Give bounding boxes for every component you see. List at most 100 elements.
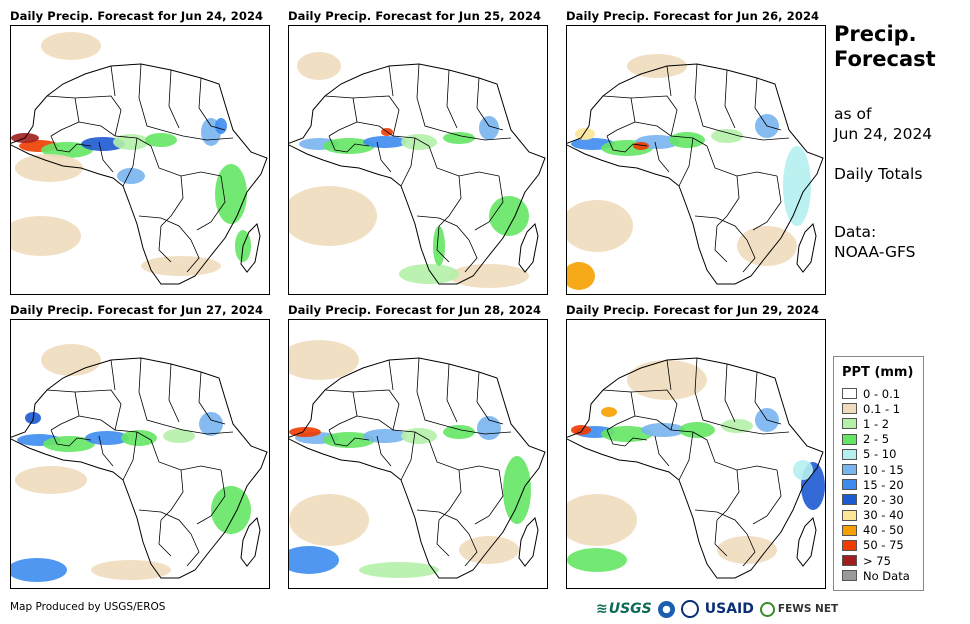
- africa-map: [567, 357, 825, 579]
- country-border: [160, 129, 234, 141]
- precip-area: [121, 430, 157, 446]
- madagascar-outline: [518, 223, 539, 273]
- precip-area: [443, 425, 475, 439]
- precip-area: [141, 256, 221, 276]
- country-border: [428, 439, 500, 471]
- precip-map: [566, 319, 826, 589]
- precip-area: [449, 264, 529, 288]
- country-border: [168, 363, 180, 423]
- country-border: [666, 359, 672, 391]
- daily-totals: Daily Totals: [834, 165, 923, 183]
- legend-item: 50 - 75: [842, 538, 923, 553]
- legend-label: No Data: [863, 568, 910, 583]
- country-border: [714, 225, 728, 263]
- precip-area: [41, 344, 101, 376]
- legend-label: 20 - 30: [863, 492, 904, 507]
- country-border: [428, 145, 500, 177]
- country-border: [388, 359, 394, 391]
- country-border: [150, 145, 222, 177]
- country-border: [352, 389, 400, 431]
- country-border: [438, 175, 462, 227]
- precip-area: [297, 52, 341, 80]
- fews-logo: FEWS NET: [759, 601, 838, 617]
- country-border: [376, 435, 392, 467]
- country-border: [168, 69, 180, 129]
- country-border: [98, 141, 114, 173]
- panel-title: Daily Precip. Forecast for Jun 25, 2024: [288, 9, 542, 23]
- country-border: [158, 225, 172, 263]
- precip-area: [793, 460, 813, 480]
- coastline: [289, 357, 546, 579]
- country-border: [196, 175, 226, 231]
- precip-area: [443, 132, 475, 144]
- country-border: [654, 141, 670, 173]
- country-border: [416, 509, 470, 535]
- legend-swatch: [842, 448, 857, 460]
- country-border: [694, 357, 718, 425]
- precip-area: [627, 54, 687, 78]
- legend-swatch: [842, 555, 857, 567]
- precip-area: [15, 466, 87, 494]
- precip-area: [215, 118, 227, 134]
- panel-title: Daily Precip. Forecast for Jun 27, 2024: [10, 303, 264, 317]
- country-border: [634, 121, 708, 147]
- country-border: [98, 435, 114, 467]
- country-border: [198, 77, 226, 131]
- legend-item: 2 - 5: [842, 432, 923, 447]
- country-border: [186, 533, 200, 567]
- usgs-wave-icon: ≋: [596, 601, 608, 617]
- legend-item: 40 - 50: [842, 523, 923, 538]
- madagascar-outline: [240, 223, 261, 273]
- precip-area: [145, 133, 177, 147]
- legend-label: 0.1 - 1: [863, 401, 901, 416]
- country-border: [436, 519, 450, 557]
- country-border: [464, 239, 478, 273]
- madagascar-outline: [240, 517, 261, 567]
- country-border: [694, 509, 748, 535]
- country-border: [356, 415, 430, 441]
- globe-icon: [759, 601, 775, 617]
- country-border: [328, 429, 370, 447]
- country-border: [74, 389, 122, 431]
- precip-area: [717, 536, 777, 564]
- precip-area: [289, 340, 359, 380]
- precip-area: [489, 196, 529, 236]
- panel-title: Daily Precip. Forecast for Jun 29, 2024: [566, 303, 820, 317]
- precip-area: [15, 154, 83, 182]
- precip-area: [627, 360, 707, 400]
- country-border: [138, 509, 192, 535]
- country-border: [716, 175, 740, 227]
- side-title-line1: Precip.: [834, 22, 917, 46]
- africa-map: [11, 32, 268, 285]
- legend-swatch: [842, 570, 857, 582]
- country-border: [46, 95, 80, 137]
- madagascar-outline: [796, 517, 817, 567]
- country-border: [464, 533, 478, 567]
- legend-swatch: [842, 388, 857, 400]
- country-border: [446, 363, 458, 423]
- precip-area: [479, 116, 499, 140]
- precip-map: [10, 25, 270, 295]
- country-border: [46, 389, 80, 431]
- country-border: [474, 175, 504, 231]
- precip-map: [288, 319, 548, 589]
- precip-area: [503, 456, 531, 524]
- country-border: [138, 357, 162, 425]
- panel-title: Daily Precip. Forecast for Jun 26, 2024: [566, 9, 820, 23]
- country-border: [716, 129, 790, 141]
- country-border: [694, 63, 718, 131]
- country-border: [606, 135, 648, 153]
- country-border: [400, 137, 416, 187]
- madagascar-outline: [796, 223, 817, 273]
- africa-map: [289, 340, 546, 579]
- country-border: [694, 215, 748, 241]
- precip-area: [571, 425, 591, 435]
- country-border: [602, 95, 636, 137]
- precip-area: [363, 429, 407, 443]
- country-border: [446, 69, 458, 129]
- country-border: [714, 519, 728, 557]
- legend-swatch: [842, 464, 857, 476]
- precip-area: [401, 134, 437, 150]
- precip-area: [601, 426, 653, 442]
- legend-label: 0 - 0.1: [863, 386, 901, 401]
